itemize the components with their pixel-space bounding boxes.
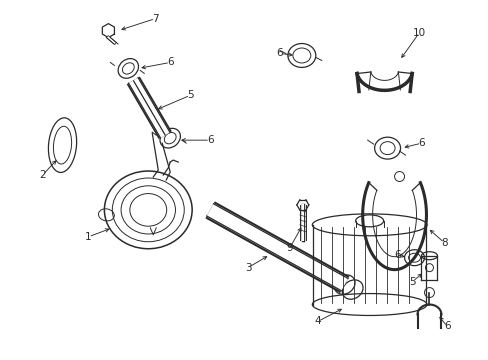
Text: 6: 6 [166, 58, 173, 67]
Text: 5: 5 [186, 90, 193, 100]
Text: 8: 8 [440, 238, 447, 248]
Text: 6: 6 [417, 138, 424, 148]
Text: 5: 5 [408, 276, 415, 287]
Text: 10: 10 [412, 28, 425, 37]
Text: 4: 4 [314, 316, 321, 327]
Text: 6: 6 [393, 250, 400, 260]
Text: 9: 9 [286, 243, 293, 253]
Text: 3: 3 [244, 263, 251, 273]
Text: 2: 2 [39, 170, 46, 180]
Text: 6: 6 [206, 135, 213, 145]
Text: 6: 6 [443, 321, 450, 332]
Text: 7: 7 [152, 14, 158, 24]
Text: 6: 6 [276, 49, 283, 58]
Text: 1: 1 [85, 232, 92, 242]
